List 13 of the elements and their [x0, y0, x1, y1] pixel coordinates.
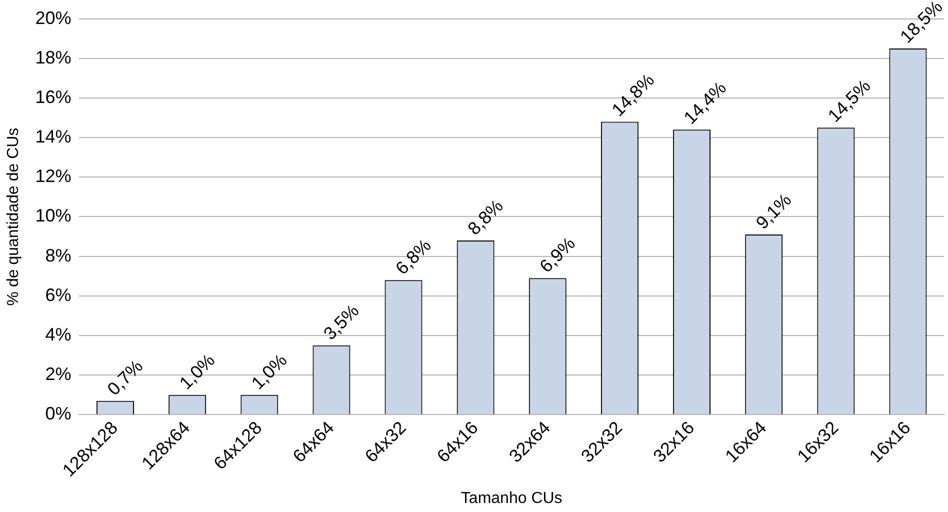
y-tick-label: 18%	[35, 47, 72, 68]
y-tick-label: 20%	[35, 8, 72, 28]
y-tick-label: 10%	[35, 206, 72, 226]
y-tick-label: 0%	[45, 404, 72, 424]
y-tick-label: 12%	[35, 166, 72, 186]
x-axis-title: Tamanho CUs	[460, 490, 562, 507]
y-tick-label: 14%	[35, 126, 72, 147]
y-tick-label: 6%	[45, 284, 72, 305]
y-tick-label: 8%	[45, 245, 72, 266]
y-tick-label: 16%	[35, 86, 72, 107]
y-tick-label: 2%	[45, 364, 72, 384]
y-axis-title: % de quantidade de CUs	[5, 128, 22, 306]
y-tick-label: 4%	[45, 324, 72, 344]
